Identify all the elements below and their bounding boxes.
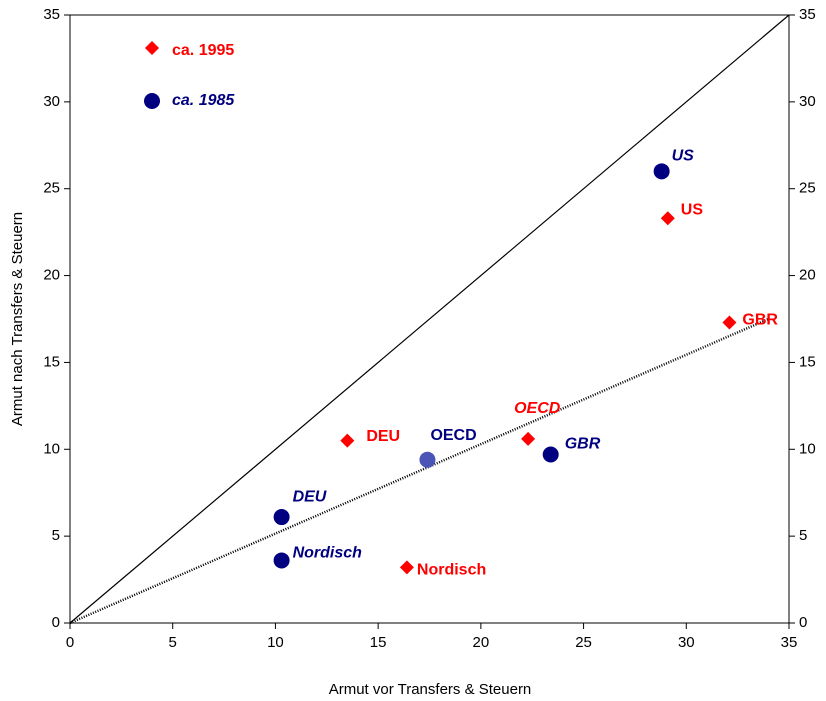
- x-tick-label: 30: [678, 634, 695, 651]
- x-tick-label: 10: [267, 634, 284, 651]
- y2-tick-label: 15: [799, 353, 816, 370]
- data-point: [542, 446, 559, 463]
- x-axis-title: Armut vor Transfers & Steuern: [329, 681, 532, 698]
- point-label: GBR: [742, 312, 778, 329]
- data-point: [722, 315, 737, 330]
- point-label: US: [681, 201, 704, 218]
- y2-tick-label: 10: [799, 440, 816, 457]
- y2-tick-label: 35: [799, 6, 816, 23]
- y-tick-label: 15: [43, 353, 60, 370]
- data-point: [273, 509, 290, 526]
- data-point: [660, 211, 675, 226]
- y2-tick-label: 20: [799, 267, 816, 284]
- legend-marker: [144, 93, 160, 109]
- point-label: Nordisch: [293, 545, 363, 562]
- x-tick-label: 35: [781, 634, 798, 651]
- legend-label: ca. 1985: [172, 92, 235, 109]
- x-tick-label: 25: [575, 634, 592, 651]
- y2-tick-label: 5: [799, 527, 807, 544]
- legend-label: ca. 1995: [172, 42, 234, 59]
- data-point: [521, 431, 536, 446]
- y-tick-label: 20: [43, 267, 60, 284]
- x-tick-label: 15: [370, 634, 387, 651]
- y2-tick-label: 30: [799, 93, 816, 110]
- data-point: [340, 433, 355, 448]
- point-label: Nordisch: [417, 562, 486, 579]
- legend-marker: [145, 41, 159, 55]
- y-tick-label: 35: [43, 6, 60, 23]
- point-label: DEU: [366, 428, 400, 445]
- point-label: US: [672, 148, 695, 165]
- data-point: [653, 163, 670, 180]
- reference-line: [69, 317, 769, 625]
- y-tick-label: 10: [43, 440, 60, 457]
- point-label: DEU: [293, 488, 327, 505]
- y-tick-label: 25: [43, 180, 60, 197]
- point-label: OECD: [514, 400, 561, 417]
- reference-line: [69, 14, 790, 624]
- x-tick-label: 20: [473, 634, 490, 651]
- point-label: OECD: [430, 427, 476, 444]
- data-point: [273, 552, 290, 569]
- y2-tick-label: 0: [799, 614, 807, 631]
- data-point: [419, 451, 436, 468]
- y-axis-title: Armut nach Transfers & Steuern: [9, 212, 26, 426]
- y-tick-label: 30: [43, 93, 60, 110]
- y-tick-label: 0: [52, 614, 60, 631]
- y-tick-label: 5: [52, 527, 60, 544]
- plot-frame: [69, 14, 790, 624]
- data-point: [399, 560, 414, 575]
- y2-tick-label: 25: [799, 180, 816, 197]
- x-tick-label: 5: [169, 634, 177, 651]
- x-tick-label: 0: [66, 634, 74, 651]
- point-label: GBR: [565, 436, 601, 453]
